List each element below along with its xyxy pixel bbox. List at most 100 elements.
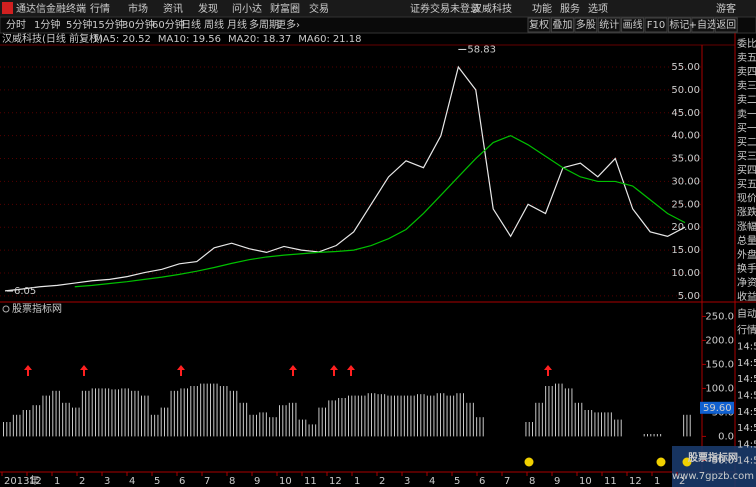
indicator-title: 股票指标网: [12, 302, 62, 315]
toolbar-button[interactable]: 复权: [529, 18, 549, 31]
period-tab[interactable]: 多周期: [249, 18, 279, 31]
indicator-bar: [131, 390, 133, 437]
y-tick-label: 250.0: [705, 311, 734, 322]
indicator-bar: [216, 383, 218, 437]
indicator-bar: [482, 417, 484, 437]
menu-item[interactable]: 问小达: [232, 2, 262, 15]
toolbar-button[interactable]: +自选: [689, 18, 717, 31]
indicator-bar: [315, 424, 317, 437]
toolbar-button[interactable]: 标记: [669, 19, 689, 31]
indicator-bar: [298, 419, 300, 437]
indicator-bar: [357, 395, 359, 437]
toolbar-button[interactable]: 画线: [623, 18, 643, 31]
period-tab[interactable]: 周线: [204, 18, 224, 31]
indicator-bar: [351, 395, 353, 437]
indicator-bar: [587, 410, 589, 437]
toolbar-button-frame: [714, 17, 738, 33]
indicator-bar: [440, 393, 441, 437]
time-label: 2: [79, 476, 85, 487]
quote-label: 卖一: [737, 108, 756, 120]
menu-item[interactable]: 行情: [90, 2, 110, 15]
y-tick-label: 0.0: [718, 431, 734, 442]
watermark-box: [672, 446, 756, 487]
indicator-bar: [124, 388, 126, 437]
indicator-bar: [65, 402, 67, 437]
indicator-bar: [213, 383, 215, 437]
menu-item[interactable]: 交易: [309, 2, 329, 15]
period-tab[interactable]: 分时: [6, 19, 26, 31]
indicator-bar: [430, 395, 432, 437]
signal-smiley: [656, 457, 666, 467]
indicator-bar: [420, 394, 422, 437]
indicator-bar: [170, 390, 172, 437]
indicator-bar: [282, 405, 284, 437]
indicator-bar: [275, 417, 277, 437]
menu-right[interactable]: 服务: [560, 2, 580, 15]
period-tab[interactable]: 日线: [181, 18, 201, 31]
indicator-bar: [456, 393, 458, 437]
indicator-bar: [397, 395, 399, 437]
watermark-url: www.7gpzb.com: [672, 471, 754, 482]
period-tab[interactable]: 60分钟: [152, 18, 185, 31]
tick-time: 14:5: [737, 342, 756, 353]
period-tab[interactable]: 5分钟: [66, 18, 92, 31]
toolbar-button[interactable]: 返回: [716, 19, 736, 31]
period-tab[interactable]: 月线: [227, 18, 247, 31]
y-tick-label: 150.0: [705, 359, 734, 370]
time-label: 8: [529, 476, 535, 487]
tick-time: 14:5: [737, 439, 756, 450]
indicator-bar: [206, 383, 208, 437]
quote-label: 卖五: [737, 52, 756, 64]
toolbar-button[interactable]: 统计: [599, 18, 619, 31]
login-notice[interactable]: 证券交易未登录: [410, 2, 480, 15]
indicator-bar: [321, 407, 323, 437]
indicator-bar: [449, 395, 451, 437]
indicator-bar: [52, 390, 54, 437]
y-tick-label: 10.00: [671, 268, 700, 279]
period-tab[interactable]: 1分钟: [34, 18, 60, 31]
y-tick-label: 35.00: [671, 154, 700, 165]
toolbar-button[interactable]: 多股: [576, 18, 596, 31]
indicator-bar: [354, 395, 356, 437]
menu-right[interactable]: 功能: [532, 2, 552, 15]
quote-label: 现价: [737, 193, 756, 205]
toolbar-button-frame: [597, 17, 621, 33]
tick-time: 14:5: [737, 358, 756, 369]
indicator-bar: [331, 400, 333, 437]
signal-arrow: [347, 365, 355, 376]
quote-label: 总量: [737, 234, 756, 247]
indicator-bar: [239, 402, 241, 437]
indicator-bar: [548, 386, 550, 437]
menu-item[interactable]: 财富圈: [270, 2, 300, 15]
indicator-bar: [39, 405, 41, 437]
menu-item[interactable]: 市场: [128, 2, 148, 15]
quote-label: 涨幅: [737, 220, 756, 233]
indicator-bar: [114, 389, 116, 437]
indicator-bar: [108, 388, 110, 437]
period-tab[interactable]: 15分钟: [92, 18, 125, 31]
toolbar-button[interactable]: 叠加: [552, 19, 572, 31]
indicator-bar: [361, 395, 363, 437]
indicator-bar: [607, 412, 609, 437]
indicator-bar: [157, 414, 159, 437]
indicator-bar: [433, 395, 435, 437]
indicator-bar: [344, 398, 346, 437]
time-label: 12: [629, 476, 642, 487]
toolbar-button-frame: [621, 17, 645, 33]
indicator-bar: [3, 422, 4, 437]
quote-label: 卖三: [737, 80, 756, 92]
signal-arrow: [544, 365, 552, 376]
menu-item[interactable]: 资讯: [163, 3, 183, 15]
toolbar-button[interactable]: F10: [647, 20, 665, 31]
menu-item[interactable]: 发现: [198, 2, 218, 15]
period-tab[interactable]: 30分钟: [122, 18, 155, 31]
indicator-bar: [233, 390, 234, 437]
indicator-bar: [265, 412, 267, 437]
y-tick-label: 5.00: [678, 291, 700, 302]
indicator-bar: [22, 410, 24, 437]
menu-right[interactable]: 选项: [588, 2, 608, 15]
indicator-icon: [2, 305, 10, 313]
indicator-bar: [226, 386, 228, 437]
ma-legend-value: 18.37: [263, 34, 292, 45]
period-tab[interactable]: 更多›: [276, 18, 300, 31]
